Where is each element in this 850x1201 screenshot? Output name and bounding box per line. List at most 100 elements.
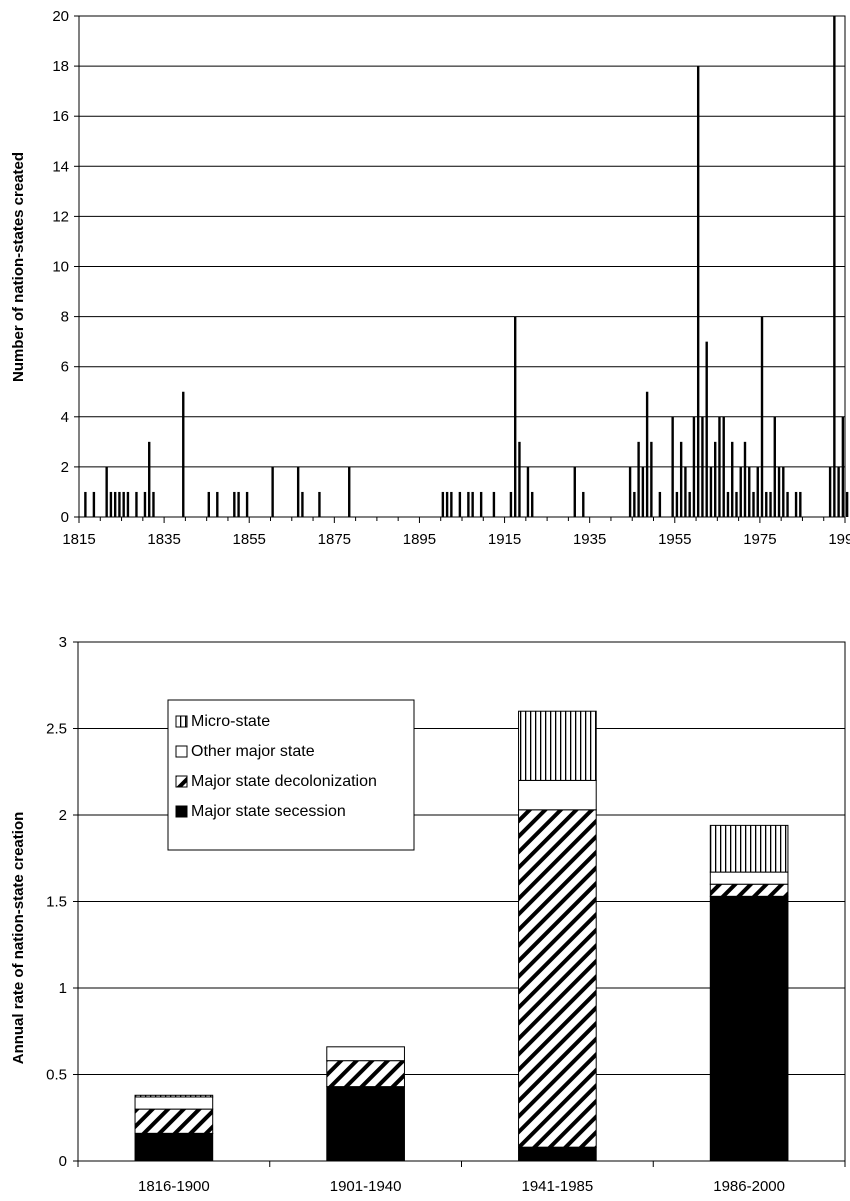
bottom-bar-segment [709, 824, 789, 873]
top-bar [739, 466, 742, 517]
top-bar [526, 466, 530, 517]
top-bar [118, 491, 121, 517]
top-bar [726, 491, 730, 517]
top-y-tick-label: 10 [52, 259, 69, 276]
bottom-bar-segment [709, 895, 789, 1162]
top-bar [318, 491, 321, 517]
top-bar [84, 491, 87, 517]
top-bar [531, 491, 534, 517]
top-bar [765, 491, 768, 517]
bottom-y-tick-label: 2 [59, 807, 67, 824]
top-bar [650, 441, 653, 517]
top-bar [658, 491, 662, 517]
top-bar [182, 391, 185, 517]
top-bar [799, 491, 802, 517]
bottom-y-tick-label: 0.5 [46, 1067, 67, 1084]
top-bar [296, 466, 300, 517]
top-y-tick-label: 4 [61, 409, 69, 426]
top-bar [773, 416, 776, 517]
legend-label: Major state secession [191, 803, 346, 820]
bottom-bar-segment [518, 1146, 597, 1162]
top-x-tick-label: 1915 [488, 531, 521, 548]
bottom-bar-segment [709, 871, 789, 885]
top-bar [748, 466, 751, 517]
top-bar [509, 491, 513, 517]
top-bar [845, 491, 849, 517]
top-x-tick-label: 1835 [147, 531, 180, 548]
top-bar [794, 491, 798, 517]
bottom-x-tick-label: 1986-2000 [713, 1178, 785, 1195]
top-bar [679, 441, 683, 517]
bottom-bar-segment [326, 1046, 405, 1062]
top-bar [637, 441, 640, 517]
top-y-tick-label: 18 [52, 58, 69, 75]
top-x-tick-label: 1935 [573, 531, 606, 548]
legend-label: Major state decolonization [191, 773, 377, 790]
top-bar [692, 416, 696, 517]
top-bar [769, 491, 772, 517]
top-bar [633, 491, 636, 517]
top-bar [752, 491, 755, 517]
top-bar [641, 466, 645, 517]
top-bar [735, 491, 738, 517]
top-x-tick-label: 1815 [62, 531, 95, 548]
bottom-y-tick-label: 1 [59, 980, 67, 997]
top-bar [731, 441, 734, 517]
top-bar [573, 466, 576, 517]
top-bar [696, 66, 700, 517]
top-bar [458, 491, 462, 517]
bottom-bar-segment [134, 1108, 214, 1134]
legend-swatch [175, 775, 188, 788]
legend-box [167, 699, 415, 851]
top-bar [122, 491, 125, 517]
top-bar [714, 441, 717, 517]
top-y-axis-title: Number of nation-states created [10, 152, 27, 382]
bottom-bar-segment [134, 1094, 214, 1098]
top-bar [237, 491, 240, 517]
top-bar [441, 491, 445, 517]
top-y-tick-label: 8 [61, 309, 69, 326]
legend-swatch [175, 805, 188, 818]
top-bar [348, 466, 351, 517]
top-bar [722, 416, 725, 517]
top-chart: Number of nation-states created 0 2 4 6 8 10 1… [10, 8, 850, 548]
top-bar [777, 466, 781, 517]
top-bar [513, 316, 517, 517]
top-bar [688, 491, 691, 517]
top-x-tick-label: 1895 [403, 531, 436, 548]
top-bar [271, 466, 274, 517]
top-bar [92, 491, 96, 517]
bottom-x-tick-label: 1816-1900 [138, 1178, 210, 1195]
top-y-tick-label: 12 [52, 208, 69, 225]
bottom-bar-segment [518, 710, 597, 781]
bottom-bar-segment [326, 1060, 405, 1088]
top-x-tick-label: 1975 [743, 531, 776, 548]
top-x-tick-label: 1955 [658, 531, 691, 548]
top-bar [445, 491, 449, 517]
legend-label: Micro-state [191, 713, 270, 730]
bottom-x-tick-label: 1941-1985 [522, 1178, 594, 1195]
bottom-chart: Annual rate of nation-state creation 0 0.… [10, 634, 846, 1195]
top-bar [709, 466, 713, 517]
top-bar [684, 466, 687, 517]
top-y-tick-label: 20 [52, 8, 69, 25]
bottom-bar-segment [518, 809, 597, 1148]
top-x-tick-label: 1875 [318, 531, 351, 548]
top-bar [492, 491, 496, 517]
top-bar [450, 491, 453, 517]
top-bar [828, 466, 832, 517]
bottom-bar-segment [709, 883, 789, 897]
legend-label: Other major state [191, 743, 315, 760]
top-bar [841, 416, 845, 517]
top-bar [582, 491, 585, 517]
top-y-tick-label: 0 [61, 509, 69, 526]
bottom-y-tick-label: 1.5 [46, 894, 67, 911]
bottom-y-tick-label: 2.5 [46, 721, 67, 738]
bottom-bar-segment [134, 1096, 214, 1110]
top-bar [628, 466, 632, 517]
bottom-y-axis-title: Annual rate of nation-state creation [10, 812, 27, 1065]
top-bar [718, 416, 721, 517]
legend: Micro-state Other major state Major state … [167, 699, 415, 851]
top-bar [833, 16, 836, 517]
top-bar [675, 491, 679, 517]
